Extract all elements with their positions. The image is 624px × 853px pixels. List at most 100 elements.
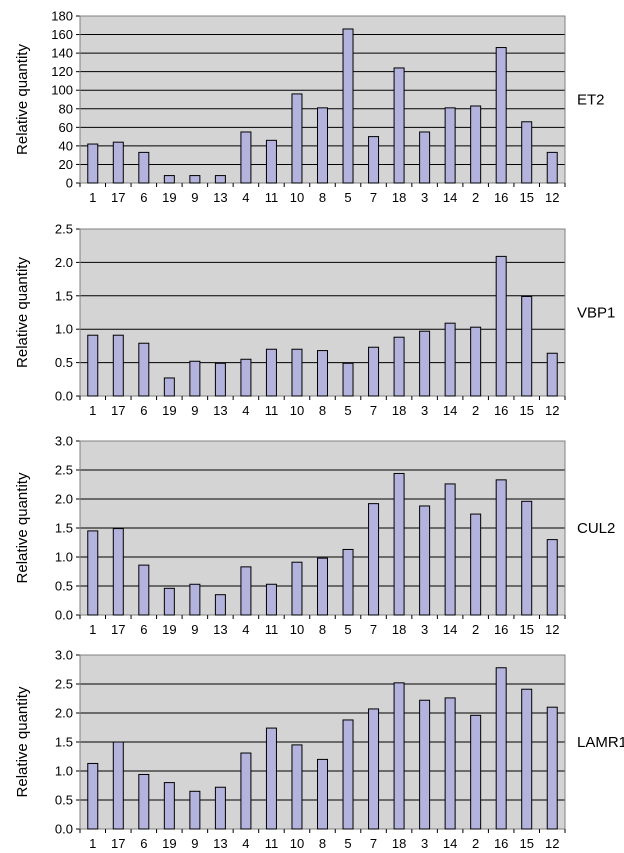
x-tick-label: 19	[162, 190, 176, 205]
bar-et2-15	[521, 121, 533, 184]
bar-et2-18	[393, 67, 405, 184]
x-tick-label: 3	[421, 403, 428, 418]
x-tick-label: 2	[472, 622, 479, 637]
bar-lamr1-17	[112, 741, 124, 830]
x-tick-label: 7	[370, 836, 377, 851]
bar-vbp1-11	[265, 348, 277, 397]
x-tick-label: 17	[111, 836, 125, 851]
bar-et2-3	[419, 131, 431, 184]
x-tick-label: 11	[265, 403, 279, 418]
y-tick-label: 120	[51, 64, 73, 79]
x-tick-label: 1	[89, 190, 96, 205]
y-tick-label: 80	[59, 101, 73, 116]
x-tick-label: 11	[265, 622, 279, 637]
y-axis-label-vbp1: Relative quantity	[14, 257, 31, 368]
y-tick-label: 0.0	[55, 389, 73, 404]
bar-cul2-5	[342, 548, 354, 616]
x-tick-label: 7	[370, 190, 377, 205]
bar-lamr1-9	[189, 790, 201, 830]
x-tick-label: 9	[191, 836, 198, 851]
bar-vbp1-18	[393, 336, 405, 397]
x-tick-label: 6	[140, 836, 147, 851]
x-tick-label: 19	[162, 836, 176, 851]
x-tick-label: 15	[519, 836, 533, 851]
bar-et2-4	[240, 131, 252, 184]
panel-et2: 0 20 40 60 80 100 120 140 160 180 1 17 6 19 9 13 4 11 10 8 5…	[14, 9, 605, 206]
x-tick-label: 5	[344, 836, 351, 851]
y-axis-label-et2: Relative quantity	[14, 44, 31, 155]
x-tick-label: 9	[191, 622, 198, 637]
x-tick-label: 6	[140, 190, 147, 205]
y-tick-label: 2.0	[55, 706, 73, 721]
y-tick-label: 0.5	[55, 793, 73, 808]
bar-vbp1-8	[317, 350, 328, 397]
x-tick-label: 15	[519, 403, 533, 418]
bar-vbp1-19	[163, 377, 175, 397]
bar-vbp1-12	[546, 352, 558, 397]
x-tick-label: 1	[89, 836, 96, 851]
gene-label-vbp1: VBP1	[577, 305, 615, 322]
y-tick-label: 1.0	[55, 764, 73, 779]
x-tick-label: 13	[213, 403, 227, 418]
bar-et2-1	[87, 143, 99, 184]
bar-lamr1-3	[419, 699, 431, 830]
bar-vbp1-5	[342, 362, 354, 397]
x-tick-label: 7	[370, 622, 377, 637]
x-tick-label: 17	[111, 622, 125, 637]
x-tick-label: 5	[344, 403, 351, 418]
x-tick-label: 13	[213, 836, 227, 851]
x-tick-label: 18	[392, 403, 406, 418]
x-tick-label: 9	[191, 190, 198, 205]
bar-vbp1-13	[214, 362, 226, 397]
y-tick-label: 140	[51, 46, 73, 61]
x-tick-label: 16	[494, 190, 508, 205]
y-tick-label: 60	[59, 120, 73, 135]
bar-vbp1-17	[112, 334, 124, 397]
bar-lamr1-1	[87, 762, 99, 830]
x-tick-label: 5	[344, 622, 351, 637]
x-tick-label: 10	[290, 836, 304, 851]
x-tick-label: 8	[319, 836, 326, 851]
bar-et2-16	[495, 47, 507, 184]
bar-et2-9	[189, 175, 201, 184]
bar-et2-12	[546, 151, 558, 184]
bar-lamr1-6	[138, 773, 150, 830]
bar-cul2-2	[470, 513, 482, 616]
x-tick-label: 9	[191, 403, 198, 418]
x-tick-label: 6	[140, 622, 147, 637]
bar-et2-17	[112, 141, 124, 184]
x-tick-label: 14	[443, 836, 457, 851]
x-tick-label: 8	[319, 190, 326, 205]
bar-cul2-7	[368, 503, 380, 616]
x-tick-label: 18	[392, 190, 406, 205]
bar-lamr1-5	[342, 719, 354, 830]
x-tick-label: 8	[319, 622, 326, 637]
bar-vbp1-15	[521, 295, 533, 397]
bar-lamr1-4	[240, 752, 252, 830]
bar-lamr1-19	[163, 782, 175, 830]
bar-et2-11	[265, 139, 277, 184]
x-tick-label: 14	[443, 622, 457, 637]
bar-et2-19	[163, 175, 175, 184]
x-tick-label: 3	[421, 836, 428, 851]
x-tick-label: 18	[392, 622, 406, 637]
bar-vbp1-14	[444, 322, 456, 397]
bar-cul2-15	[521, 500, 533, 616]
panel-cul2: 0.0 0.5 1.0 1.5 2.0 2.5 3.0 1 17 6 19 9 13 4 11 10 8 5 7 18…	[14, 434, 615, 638]
x-tick-label: 2	[472, 190, 479, 205]
bar-lamr1-7	[368, 708, 380, 830]
y-tick-label: 160	[51, 27, 73, 42]
bar-vbp1-16	[495, 255, 507, 397]
bar-cul2-11	[265, 583, 277, 616]
bar-lamr1-13	[214, 786, 226, 830]
x-tick-label: 4	[242, 403, 249, 418]
bar-vbp1-4	[240, 358, 252, 397]
y-tick-label: 1.0	[55, 322, 73, 337]
x-tick-label: 14	[443, 403, 457, 418]
x-tick-label: 15	[519, 622, 533, 637]
x-tick-label: 10	[290, 403, 304, 418]
x-tick-label: 12	[545, 403, 559, 418]
x-tick-label: 13	[213, 190, 227, 205]
bar-lamr1-18	[393, 682, 405, 830]
